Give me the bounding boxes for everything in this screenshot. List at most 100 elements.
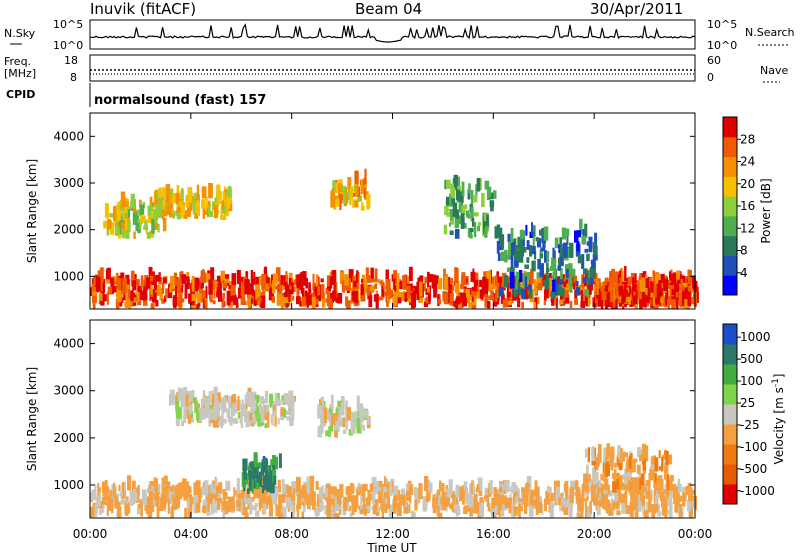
velocity-cell xyxy=(381,507,384,518)
power-cell xyxy=(118,234,122,239)
velocity-cell xyxy=(334,415,339,431)
velocity-cell xyxy=(363,408,366,418)
power-cell xyxy=(549,266,555,271)
power-cell xyxy=(370,267,374,283)
velocity-cell xyxy=(477,477,483,491)
velocity-cell xyxy=(360,496,363,510)
velocity-cell xyxy=(613,472,618,478)
power-cell xyxy=(475,184,478,199)
power-cell xyxy=(454,217,459,229)
power-cell xyxy=(691,296,694,305)
power-cell xyxy=(407,276,410,287)
velocity-cell xyxy=(331,413,336,426)
velocity-cell xyxy=(636,477,640,491)
power-cell xyxy=(482,276,487,283)
power-cell xyxy=(176,207,181,213)
power-cell xyxy=(492,190,497,199)
velocity-cell xyxy=(502,483,505,490)
velocity-cell xyxy=(167,498,170,514)
power-cell xyxy=(561,227,566,240)
velocity-cell xyxy=(256,474,259,483)
velocity-cell xyxy=(200,413,206,420)
velocity-cell xyxy=(253,416,257,425)
power-cell xyxy=(588,236,593,253)
velocity-cell xyxy=(349,512,353,517)
power-cell xyxy=(328,294,333,309)
power-cell xyxy=(234,297,239,305)
velocity-cell xyxy=(584,498,587,509)
power-cell xyxy=(221,298,225,308)
velocity-cell xyxy=(219,416,224,427)
velocity-cell xyxy=(185,405,190,410)
power-cell xyxy=(483,271,487,283)
velocity-cell xyxy=(687,482,692,493)
power-cell xyxy=(120,222,125,235)
velocity-cell xyxy=(146,506,149,515)
power-cell xyxy=(682,293,688,309)
power-cell xyxy=(173,272,177,286)
velocity-cell xyxy=(207,497,210,512)
power-cell xyxy=(320,278,324,283)
power-cell xyxy=(586,241,590,246)
power-cell xyxy=(687,291,691,306)
date-title: 30/Apr/2011 xyxy=(590,0,683,18)
velocity-cell xyxy=(291,481,297,494)
power-cell xyxy=(116,278,121,289)
power-cell xyxy=(283,292,288,298)
power-cell xyxy=(358,196,361,202)
power-cell xyxy=(511,242,516,256)
power-cell xyxy=(400,280,403,285)
velocity-cell xyxy=(346,499,350,511)
power-cell xyxy=(534,288,538,294)
velocity-cell xyxy=(231,496,235,511)
power-cell xyxy=(494,289,498,302)
velocity-cell xyxy=(269,493,274,506)
power-cell xyxy=(522,247,527,253)
velocity-cell xyxy=(224,501,229,515)
velocity-cell xyxy=(362,424,365,432)
power-cell xyxy=(596,281,599,295)
power-cell xyxy=(335,182,339,194)
velocity-cell xyxy=(598,500,603,507)
velocity-cell xyxy=(142,493,147,506)
velocity-cell xyxy=(442,504,447,510)
power-cell xyxy=(143,225,149,230)
velocity-cell xyxy=(191,389,195,404)
velocity-cell xyxy=(189,410,194,423)
power-cell xyxy=(471,291,477,306)
power-cell xyxy=(228,201,233,212)
velocity-cell xyxy=(241,489,246,502)
power-cell xyxy=(205,196,208,213)
velocity-cell xyxy=(674,504,678,513)
velocity-cell xyxy=(673,486,678,496)
velocity-cell xyxy=(408,504,411,514)
power-cell xyxy=(613,287,616,301)
velocity-cell xyxy=(245,414,250,428)
velocity-cell xyxy=(214,496,218,501)
freq-left-tick-top: 18 xyxy=(64,54,78,67)
velocity-cell xyxy=(531,500,537,507)
power-cell xyxy=(223,189,228,205)
power-cell xyxy=(285,271,288,283)
power-cell xyxy=(456,189,460,201)
velocity-cell xyxy=(608,459,613,465)
power-cell xyxy=(103,294,107,302)
velocity-cell xyxy=(254,399,257,412)
velocity-cell xyxy=(291,504,295,518)
velocity-cell xyxy=(408,484,414,496)
velocity-cell xyxy=(136,508,141,515)
velocity-cell xyxy=(183,407,187,423)
power-cell xyxy=(576,230,582,238)
power-cell xyxy=(255,284,260,300)
power-cell xyxy=(116,289,122,303)
power-cell xyxy=(360,291,365,302)
velocity-cell xyxy=(587,447,590,463)
velocity-cell xyxy=(281,494,286,504)
velocity-cell xyxy=(445,497,451,507)
power-cell xyxy=(653,285,657,298)
power-cell xyxy=(202,290,206,299)
velocity-cell xyxy=(606,443,610,458)
power-cell xyxy=(488,277,493,293)
power-cell xyxy=(465,210,470,218)
y-tick-label: 1000 xyxy=(53,478,84,492)
